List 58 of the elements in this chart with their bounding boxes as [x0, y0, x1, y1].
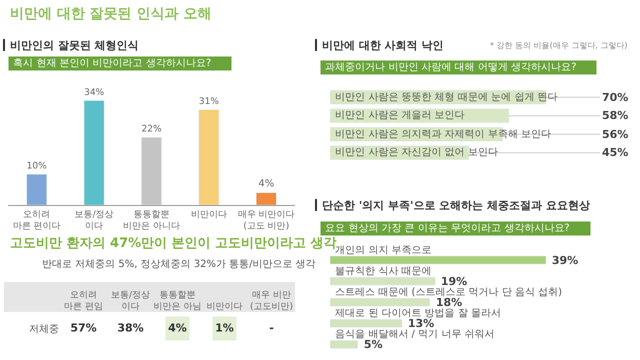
data-label: 38%: [117, 321, 144, 334]
data-label: 31%: [198, 97, 220, 108]
y-tick-label: 제대로 된 다이어트 방법을 잘 몰라서: [332, 308, 502, 319]
bar: [26, 174, 47, 205]
data-label: 4%: [258, 178, 274, 190]
data-label: 1%: [215, 321, 234, 334]
chart-title: 비만에 대한 사회적 낙인: [322, 39, 444, 52]
data-label: 58%: [602, 109, 628, 122]
data-label: 57%: [70, 321, 97, 334]
y-tick-label: 비만인 사람은 자신감이 없어 보인다: [332, 147, 498, 158]
chart-subtitle: 혹시 현재 본인이 비만이라고 생각하시나요?: [10, 58, 230, 69]
x-tick-label: 통통할뿐 비만은 아님: [154, 290, 202, 312]
annotation: 고도비만 환자의 47%만이 본인이 고도비만이라고 생각: [10, 236, 337, 251]
chart-title: 비만인의 잘못된 체형인식: [10, 39, 139, 52]
chart-subtitle: 요요 현상의 가장 큰 이유는 무엇이라고 생각하시나요?: [322, 223, 589, 234]
y-tick-label: 음식을 배달해서 / 먹기 너무 쉬워서: [332, 329, 494, 340]
bar: [330, 319, 402, 328]
data-label: 10%: [26, 162, 48, 172]
data-label: 5%: [360, 338, 383, 351]
data-label: 19%: [437, 275, 468, 288]
bar: [198, 110, 220, 205]
y-tick-label: 스트레스 때문에 (스트레스로 먹거나 단 음식 섭취): [332, 287, 562, 298]
data-label: 45%: [602, 146, 628, 159]
y-tick-label: 저체중: [29, 324, 59, 335]
text: 비만에 대한 잘못된 인식과 오해: [10, 6, 212, 22]
data-label: 13%: [404, 317, 434, 330]
x-tick-label: 오히려 마른 편임: [64, 290, 103, 312]
x-tick-label: 매우 비만 (고도비만): [250, 290, 294, 312]
x-tick-label: 비만이다: [190, 210, 227, 220]
data-label: 39%: [548, 254, 578, 267]
text: * 강한 동의 비율(매우 그렇다, 그렇다): [490, 41, 628, 50]
bar: [330, 340, 358, 349]
text: -: [269, 321, 274, 334]
x-tick-label: 통통할뿐 비만은 아니다: [123, 210, 180, 232]
data-label: 4%: [168, 321, 187, 334]
x-tick-label: 오히려 마른 편이다: [12, 210, 61, 232]
data-label: 22%: [141, 124, 162, 135]
bar: [84, 100, 104, 205]
x-tick-label: 매우 비만이다 (고도 비만): [238, 210, 295, 232]
data-label: 56%: [602, 128, 628, 141]
bar: [330, 298, 430, 307]
bar: [256, 192, 277, 205]
y-tick-label: 비만인 사람은 뚱뚱한 체형 때문에 눈에 쉽게 띈다: [332, 92, 558, 103]
data-label: 34%: [84, 88, 105, 98]
x-tick-label: 보통/정상 이다: [74, 210, 114, 232]
x-tick-label: 보통/정상 이다: [110, 290, 150, 312]
bar: [330, 276, 436, 286]
x-tick-label: 비만이다: [206, 302, 242, 312]
bar: [141, 137, 162, 205]
data-label: 18%: [432, 296, 462, 309]
chart-title: 단순한 '의지 부족'으로 오해하는 체중조절과 요요현상: [322, 199, 590, 212]
text: 반대로 저체중의 5%, 정상체중의 32%가 통통/비만으로 생각: [42, 259, 316, 270]
data-label: 70%: [602, 91, 628, 104]
y-tick-label: 비만인 사람은 의지력과 자제력이 부족해 보인다: [332, 129, 552, 140]
y-tick-label: 불규칙한 식사 때문에: [332, 266, 432, 277]
y-tick-label: 비만인 사람은 게을러 보인다: [332, 110, 465, 121]
bar: [330, 256, 546, 264]
chart-subtitle: 과체중이거나 비만인 사람에 대해 어떻게 생각하시나요?: [322, 62, 596, 73]
